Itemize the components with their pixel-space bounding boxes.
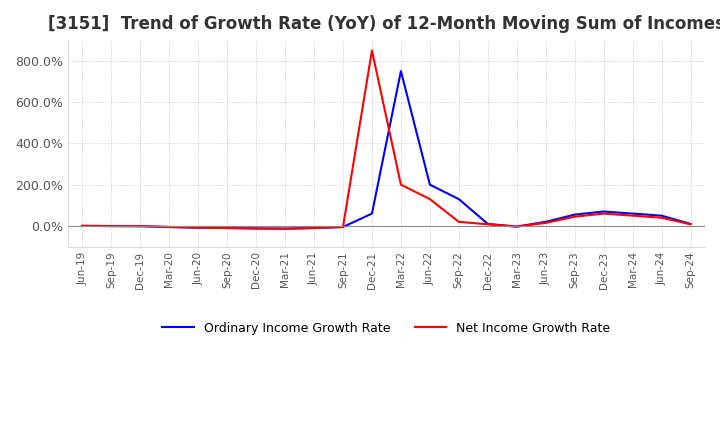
Net Income Growth Rate [368,48,377,53]
Net Income Growth Rate [165,224,174,230]
Net Income Growth Rate [194,225,202,230]
Net Income Growth Rate [397,182,405,187]
Ordinary Income Growth Rate [657,213,666,218]
Ordinary Income Growth Rate [686,221,695,227]
Net Income Growth Rate [599,211,608,216]
Line: Ordinary Income Growth Rate: Ordinary Income Growth Rate [82,71,690,229]
Legend: Ordinary Income Growth Rate, Net Income Growth Rate: Ordinary Income Growth Rate, Net Income … [158,316,616,340]
Net Income Growth Rate [107,224,116,229]
Ordinary Income Growth Rate [222,225,231,231]
Net Income Growth Rate [338,224,347,230]
Ordinary Income Growth Rate [454,197,463,202]
Net Income Growth Rate [629,213,637,218]
Ordinary Income Growth Rate [194,225,202,230]
Ordinary Income Growth Rate [338,224,347,230]
Ordinary Income Growth Rate [136,224,145,229]
Net Income Growth Rate [541,220,550,226]
Ordinary Income Growth Rate [165,224,174,230]
Net Income Growth Rate [570,214,579,219]
Ordinary Income Growth Rate [281,226,289,231]
Ordinary Income Growth Rate [426,182,434,187]
Title: [3151]  Trend of Growth Rate (YoY) of 12-Month Moving Sum of Incomes: [3151] Trend of Growth Rate (YoY) of 12-… [48,15,720,33]
Ordinary Income Growth Rate [629,211,637,216]
Net Income Growth Rate [657,215,666,220]
Net Income Growth Rate [252,226,261,231]
Ordinary Income Growth Rate [310,225,318,231]
Ordinary Income Growth Rate [397,69,405,74]
Ordinary Income Growth Rate [107,224,116,229]
Net Income Growth Rate [136,224,145,229]
Net Income Growth Rate [426,197,434,202]
Ordinary Income Growth Rate [513,224,521,229]
Net Income Growth Rate [686,222,695,227]
Net Income Growth Rate [281,226,289,231]
Line: Net Income Growth Rate: Net Income Growth Rate [82,51,690,229]
Ordinary Income Growth Rate [78,223,86,228]
Ordinary Income Growth Rate [252,226,261,231]
Net Income Growth Rate [454,219,463,224]
Net Income Growth Rate [310,225,318,231]
Ordinary Income Growth Rate [368,211,377,216]
Net Income Growth Rate [78,223,86,228]
Net Income Growth Rate [222,225,231,231]
Ordinary Income Growth Rate [599,209,608,214]
Ordinary Income Growth Rate [483,221,492,227]
Net Income Growth Rate [513,224,521,229]
Net Income Growth Rate [483,222,492,227]
Ordinary Income Growth Rate [570,212,579,217]
Ordinary Income Growth Rate [541,219,550,224]
